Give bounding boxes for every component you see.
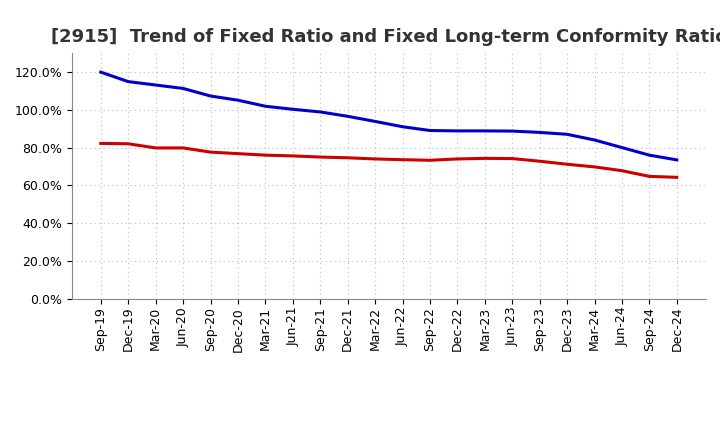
Fixed Ratio: [480, 128, 489, 133]
Fixed Long-term Conformity Ratio: [316, 154, 325, 160]
Fixed Ratio: [343, 114, 352, 119]
Fixed Ratio: [536, 130, 544, 135]
Fixed Long-term Conformity Ratio: [233, 151, 242, 156]
Fixed Long-term Conformity Ratio: [426, 158, 434, 163]
Fixed Long-term Conformity Ratio: [96, 141, 105, 146]
Legend: Fixed Ratio, Fixed Long-term Conformity Ratio: Fixed Ratio, Fixed Long-term Conformity …: [171, 434, 607, 440]
Fixed Ratio: [289, 106, 297, 112]
Fixed Ratio: [316, 109, 325, 114]
Fixed Long-term Conformity Ratio: [206, 150, 215, 155]
Fixed Ratio: [618, 145, 626, 150]
Fixed Ratio: [179, 86, 187, 91]
Fixed Ratio: [645, 153, 654, 158]
Fixed Long-term Conformity Ratio: [563, 161, 572, 167]
Fixed Ratio: [453, 128, 462, 133]
Fixed Ratio: [261, 103, 270, 109]
Title: [2915]  Trend of Fixed Ratio and Fixed Long-term Conformity Ratio: [2915] Trend of Fixed Ratio and Fixed Lo…: [50, 28, 720, 46]
Fixed Long-term Conformity Ratio: [398, 157, 407, 162]
Fixed Long-term Conformity Ratio: [672, 175, 681, 180]
Fixed Long-term Conformity Ratio: [508, 156, 516, 161]
Fixed Long-term Conformity Ratio: [343, 155, 352, 161]
Fixed Long-term Conformity Ratio: [536, 158, 544, 164]
Fixed Long-term Conformity Ratio: [453, 156, 462, 161]
Fixed Ratio: [124, 79, 132, 84]
Fixed Ratio: [206, 93, 215, 99]
Fixed Ratio: [151, 82, 160, 88]
Fixed Ratio: [563, 132, 572, 137]
Fixed Long-term Conformity Ratio: [618, 168, 626, 173]
Fixed Ratio: [426, 128, 434, 133]
Fixed Ratio: [672, 157, 681, 162]
Fixed Long-term Conformity Ratio: [151, 145, 160, 150]
Fixed Long-term Conformity Ratio: [289, 153, 297, 158]
Fixed Long-term Conformity Ratio: [645, 174, 654, 179]
Fixed Ratio: [96, 70, 105, 75]
Fixed Long-term Conformity Ratio: [480, 156, 489, 161]
Fixed Ratio: [590, 137, 599, 143]
Line: Fixed Ratio: Fixed Ratio: [101, 72, 677, 160]
Fixed Long-term Conformity Ratio: [179, 145, 187, 150]
Fixed Ratio: [508, 128, 516, 134]
Fixed Ratio: [398, 124, 407, 129]
Line: Fixed Long-term Conformity Ratio: Fixed Long-term Conformity Ratio: [101, 143, 677, 177]
Fixed Long-term Conformity Ratio: [124, 141, 132, 147]
Fixed Long-term Conformity Ratio: [261, 153, 270, 158]
Fixed Long-term Conformity Ratio: [590, 164, 599, 169]
Fixed Ratio: [371, 119, 379, 124]
Fixed Long-term Conformity Ratio: [371, 156, 379, 161]
Fixed Ratio: [233, 98, 242, 103]
